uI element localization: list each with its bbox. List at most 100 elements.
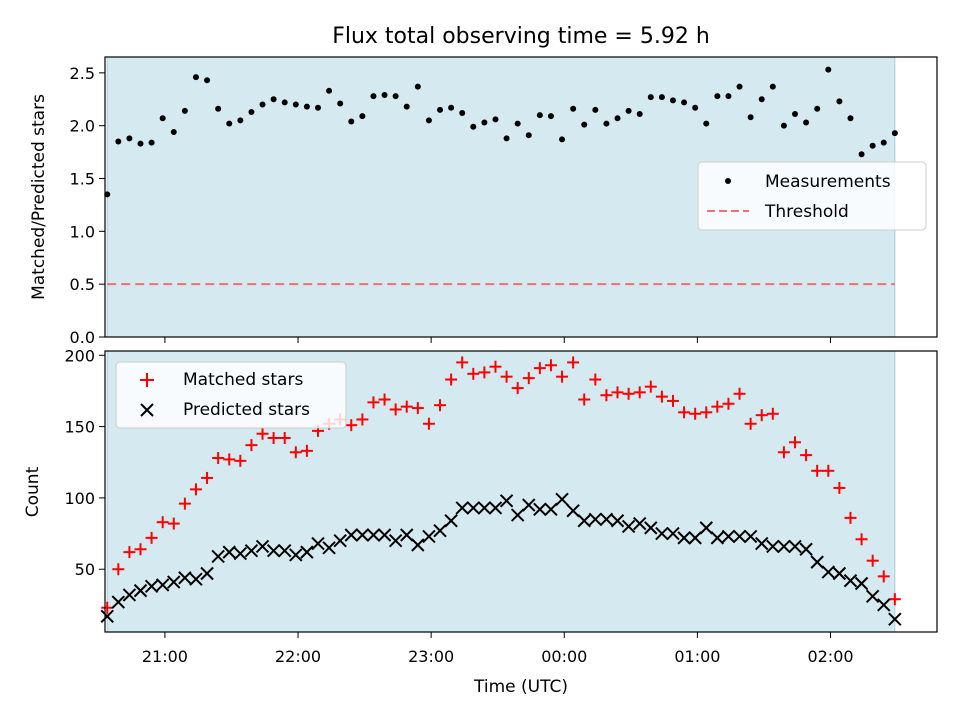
measurement-point — [215, 105, 222, 112]
bottom-x-axis: 21:00 22:00 23:00 00:00 01:00 02:00 — [142, 632, 854, 666]
legend-matched-label: Matched stars — [183, 370, 303, 390]
predicted-star-point — [732, 529, 747, 544]
x-stroke-b — [721, 529, 736, 544]
x-stroke-b — [488, 501, 503, 515]
matched-star-point — [567, 356, 580, 369]
matched-star-point — [678, 406, 691, 419]
matched-star-point — [844, 511, 857, 524]
predicted-star-point — [888, 612, 902, 626]
measurement-point — [137, 140, 144, 147]
matched-star-point — [289, 446, 302, 459]
matched-star-point — [112, 563, 125, 576]
legend-predicted-marker — [140, 403, 154, 417]
x-stroke-b — [610, 514, 625, 528]
matched-star-point — [744, 417, 757, 430]
measurement-point — [126, 135, 133, 142]
x-stroke-b — [710, 531, 725, 545]
bottom-y-axis: 50 100 150 200 — [64, 346, 105, 579]
predicted-star-point — [144, 579, 159, 594]
matched-star-point — [689, 407, 702, 420]
top-ytick-label: 0.0 — [70, 328, 95, 347]
predicted-star-point — [721, 529, 736, 544]
x-stroke-b — [655, 526, 669, 541]
measurement-point — [625, 107, 632, 114]
predicted-star-point — [400, 528, 414, 542]
top-x-axis — [164, 337, 832, 343]
measurement-point — [692, 104, 699, 111]
matched-star-point — [777, 446, 790, 459]
matched-star-point — [300, 444, 313, 457]
top-ytick-label: 1.0 — [70, 222, 95, 241]
bottom-ytick-label: 150 — [64, 418, 95, 437]
matched-star-point — [456, 356, 469, 369]
predicted-star-point — [499, 494, 514, 508]
matched-star-point — [101, 601, 114, 614]
x-stroke-b — [677, 531, 691, 545]
measurement-point — [636, 111, 643, 118]
matched-star-point — [855, 533, 868, 546]
measurement-point — [814, 105, 821, 112]
x-stroke-b — [865, 589, 880, 604]
measurement-point — [148, 139, 155, 146]
matched-star-point — [666, 394, 679, 407]
measurement-point — [437, 106, 444, 113]
predicted-star-point — [832, 566, 847, 581]
measurement-point — [736, 83, 743, 90]
x-stroke-b — [732, 529, 747, 544]
x-stroke-b — [178, 571, 192, 585]
bottom-ytick-label: 50 — [75, 560, 95, 579]
matched-star-point — [345, 419, 358, 432]
predicted-star-point — [155, 578, 170, 592]
x-stroke-b — [821, 565, 835, 579]
bottom-panel: 50 100 150 200 21:00 22:00 23:00 00:00 01:00 02:… — [23, 346, 938, 697]
x-stroke-b — [200, 566, 214, 581]
matched-star-point — [800, 449, 813, 462]
matched-star-point — [134, 543, 147, 556]
measurement-point — [869, 142, 876, 149]
predicted-star-point — [799, 542, 813, 556]
x-stroke-b — [854, 576, 869, 591]
measurement-point — [303, 103, 310, 110]
predicted-star-point — [266, 543, 281, 558]
matched-star-point — [189, 483, 202, 496]
bottom-xtick-label: 00:00 — [541, 647, 587, 666]
bottom-marks-layer — [100, 356, 902, 626]
measurement-point — [392, 93, 399, 100]
predicted-star-point — [877, 598, 891, 612]
matched-star-point — [589, 373, 602, 386]
x-stroke-b — [344, 528, 358, 542]
bottom-y-axis-label: Count — [23, 466, 43, 517]
predicted-star-point — [477, 501, 492, 515]
x-stroke-b — [167, 575, 181, 589]
top-legend: Measurements Threshold — [697, 161, 927, 231]
predicted-star-point — [610, 514, 625, 528]
measurement-point — [226, 120, 233, 127]
measurement-point — [714, 93, 721, 100]
measurement-point — [536, 112, 543, 119]
x-stroke-b — [455, 501, 469, 515]
x-stroke-b — [300, 545, 314, 559]
predicted-star-point — [666, 526, 680, 541]
measurement-point — [170, 129, 177, 136]
x-stroke-b — [688, 531, 702, 545]
predicted-star-point — [255, 539, 270, 554]
predicted-star-point — [677, 531, 691, 545]
x-stroke-b — [766, 539, 780, 554]
measurement-point — [581, 121, 588, 128]
matched-star-point — [356, 413, 369, 426]
matched-star-point — [511, 382, 524, 395]
matched-star-point — [655, 390, 668, 403]
x-stroke-b — [100, 609, 114, 624]
matched-star-point — [400, 400, 413, 413]
matched-star-point — [533, 362, 546, 375]
measurement-point — [681, 99, 688, 106]
measurement-point — [403, 103, 410, 110]
measurement-point — [381, 92, 388, 99]
measurement-point — [459, 110, 466, 116]
top-panel: 0.0 0.5 1.0 1.5 2.0 2.5 Matched/Predicted sta… — [29, 56, 938, 347]
x-stroke-b — [466, 501, 481, 515]
measurement-point — [514, 120, 521, 127]
matched-star-point — [411, 402, 424, 415]
x-stroke-b — [266, 543, 281, 558]
measurement-point — [204, 77, 211, 84]
